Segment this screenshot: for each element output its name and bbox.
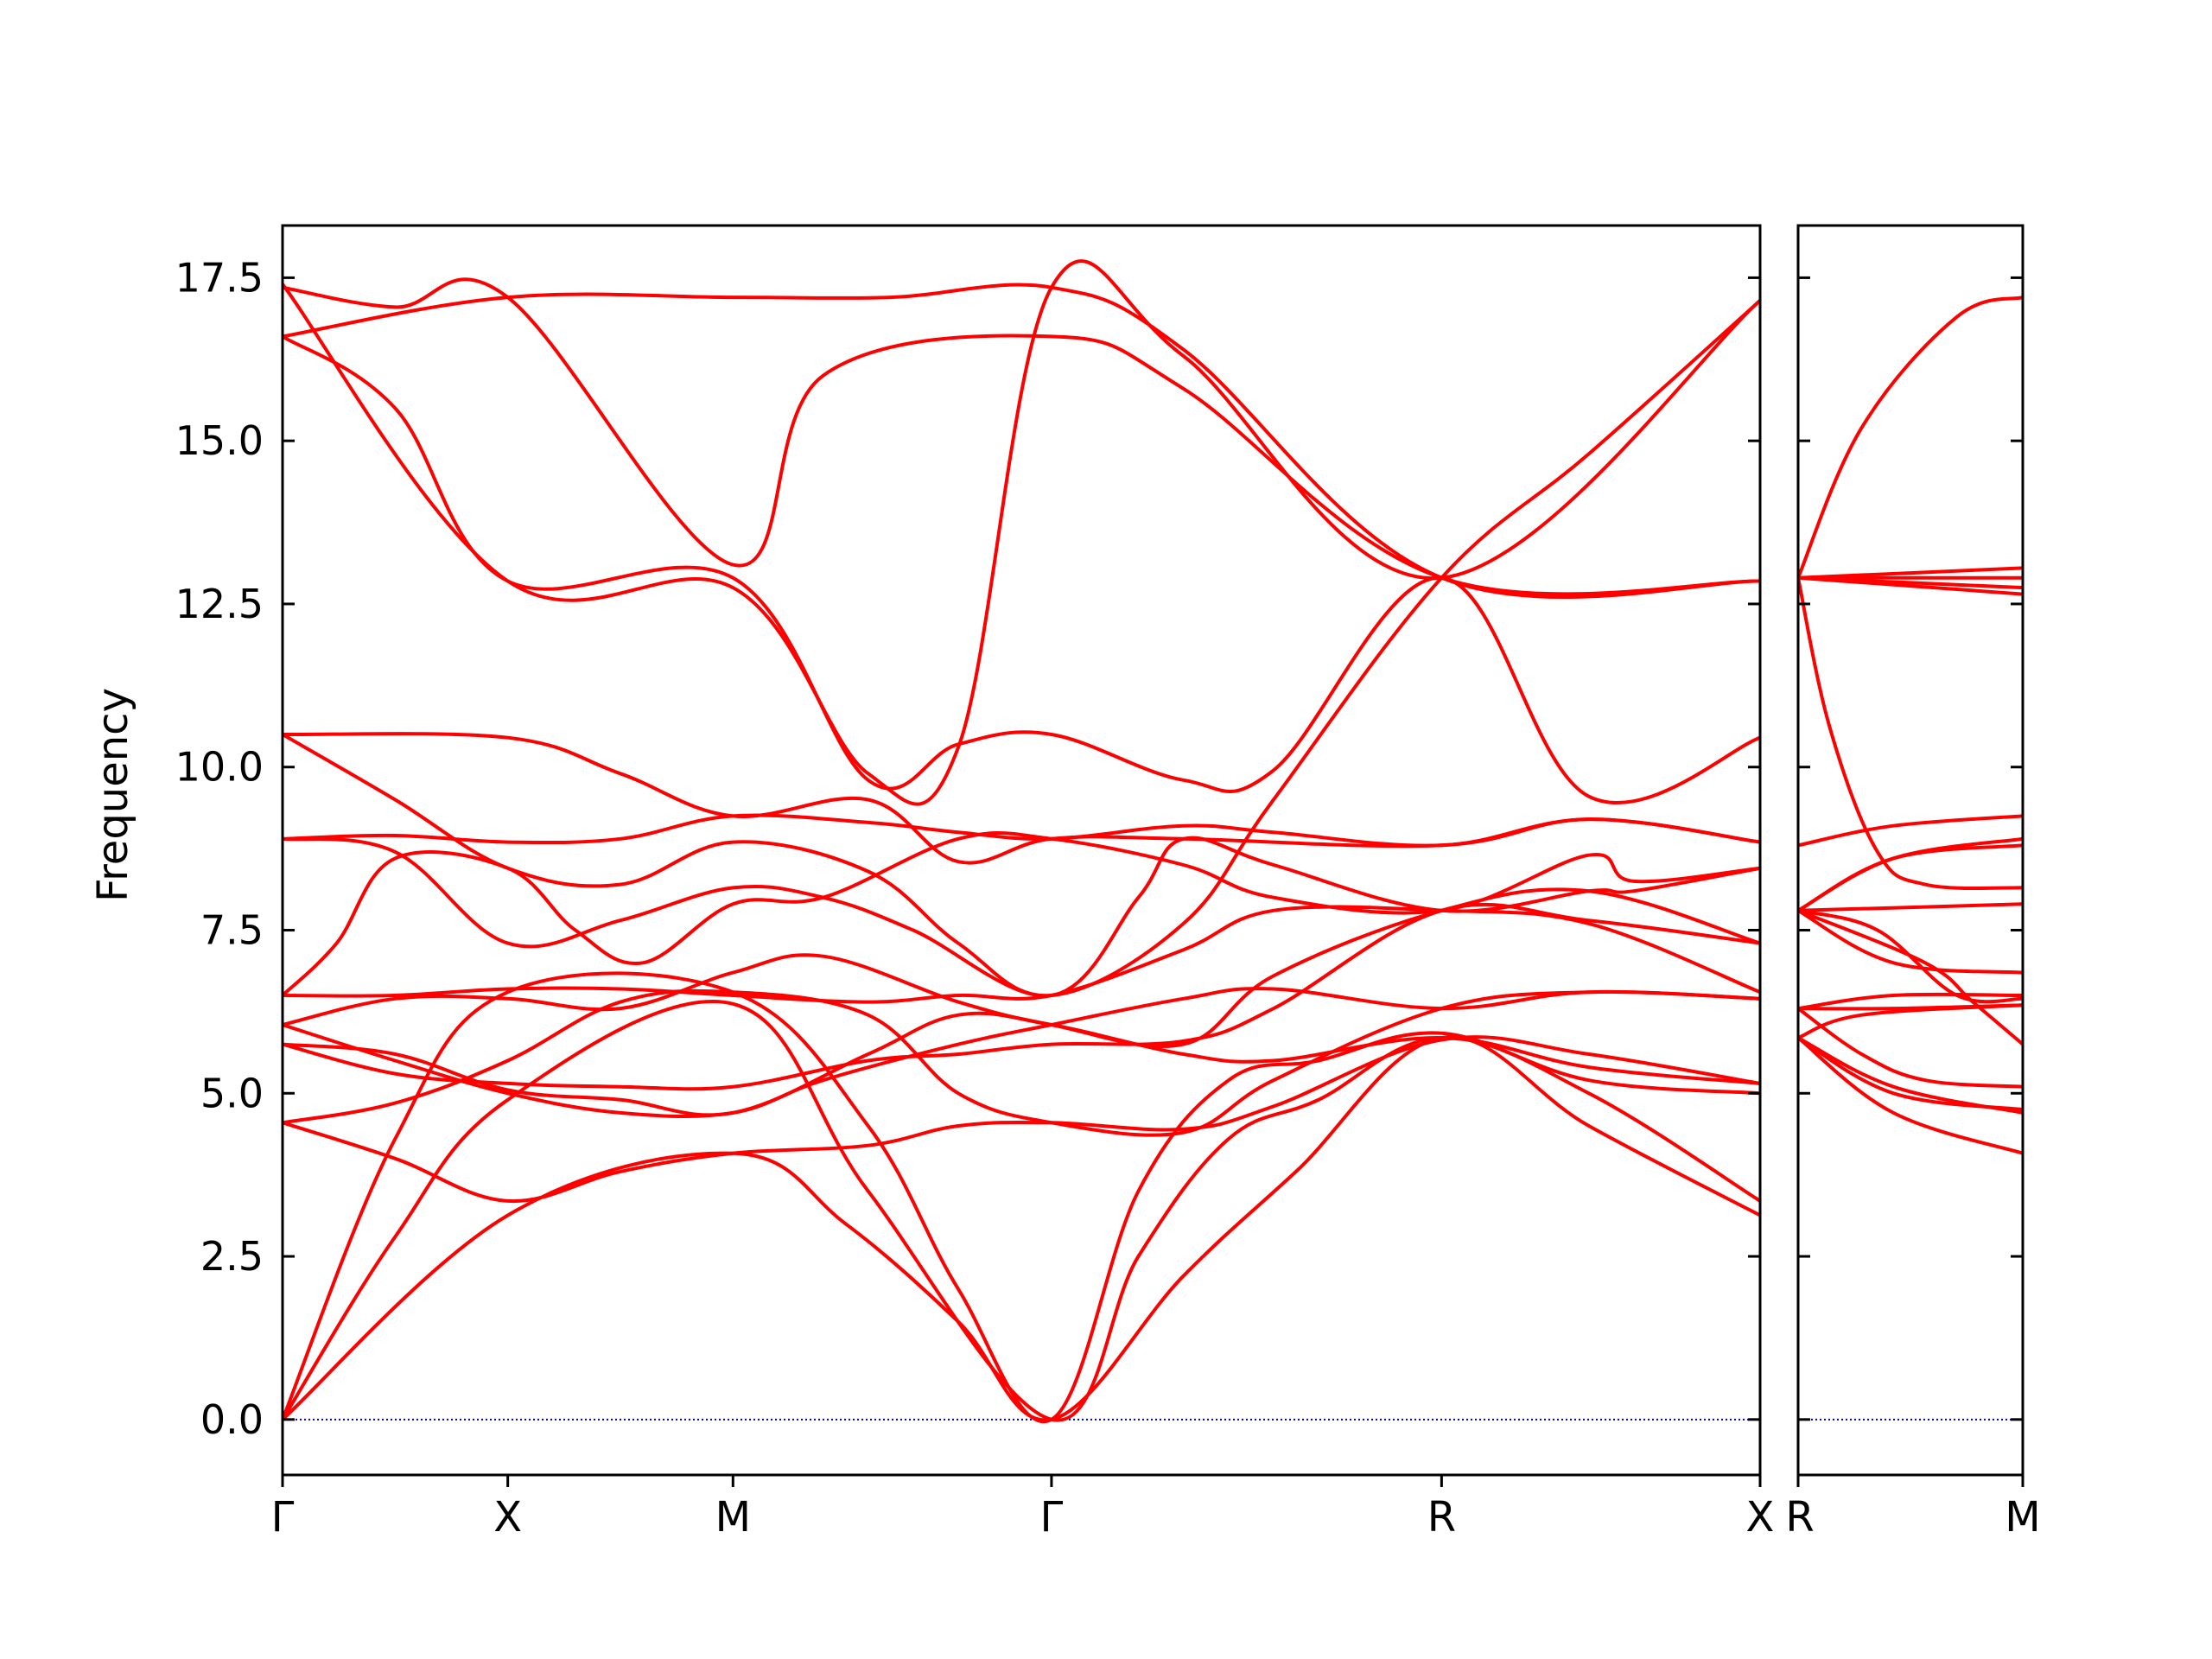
band-line-b8	[283, 987, 1760, 1119]
x-tick-label: M	[715, 1493, 751, 1541]
band-line-r1	[1798, 296, 2023, 580]
band-line-r7	[1798, 814, 2023, 848]
band-line-r20	[1798, 1036, 2023, 1155]
y-tick-label: 5.0	[200, 1070, 264, 1116]
x-tick-label: R	[1785, 1493, 1814, 1541]
y-tick-label: 7.5	[200, 906, 264, 953]
y-tick-label: 17.5	[175, 254, 264, 301]
band-line-b14	[283, 298, 1760, 998]
band-line-r6	[1798, 575, 2023, 891]
band-line-r5	[1798, 575, 2023, 596]
band-line-b11	[283, 830, 1760, 997]
x-tick-label: Γ	[1040, 1493, 1064, 1541]
band-line-r13	[1798, 908, 2023, 1046]
band-line-r17	[1798, 1003, 2023, 1040]
band-line-r12	[1798, 908, 2023, 1004]
band-line-r14	[1798, 992, 2023, 1011]
main-panel: 0.0 2.5 5.0 7.5 10.0 12.5 15.0 17.5 Γ X M Γ R X	[175, 224, 1775, 1541]
x-tick-label: X	[493, 1493, 522, 1541]
band-line-r19	[1798, 1036, 2023, 1115]
band-line-b18	[283, 277, 1760, 596]
y-axis-label: Frequency	[89, 688, 137, 902]
x-tick-label: X	[1746, 1493, 1775, 1541]
y-tick-label: 0.0	[200, 1396, 264, 1443]
x-tick-label: Γ	[271, 1493, 295, 1541]
panel-frame	[281, 224, 1762, 1477]
x-tick-label: M	[2005, 1493, 2040, 1541]
y-tick-label: 2.5	[200, 1233, 264, 1280]
band-line-b19	[283, 259, 1760, 806]
band-line-r10	[1798, 902, 2023, 912]
band-line-b3	[283, 971, 1760, 1424]
bands-group	[1798, 296, 2023, 1155]
band-line-b5	[283, 988, 1760, 1137]
y-tick-label: 10.0	[175, 744, 264, 791]
x-tick-label: R	[1427, 1493, 1456, 1541]
bands-group	[283, 259, 1760, 1424]
band-line-b15	[283, 732, 1760, 865]
band-line-r11	[1798, 908, 2023, 975]
band-line-r16	[1798, 1007, 2023, 1089]
band-line-b6	[283, 1011, 1760, 1117]
y-tick-label: 12.5	[175, 581, 264, 627]
panel-frame	[1796, 224, 2024, 1477]
y-tick-label: 15.0	[175, 417, 264, 464]
band-line-b4	[283, 1035, 1760, 1203]
band-line-r9	[1798, 843, 2023, 912]
